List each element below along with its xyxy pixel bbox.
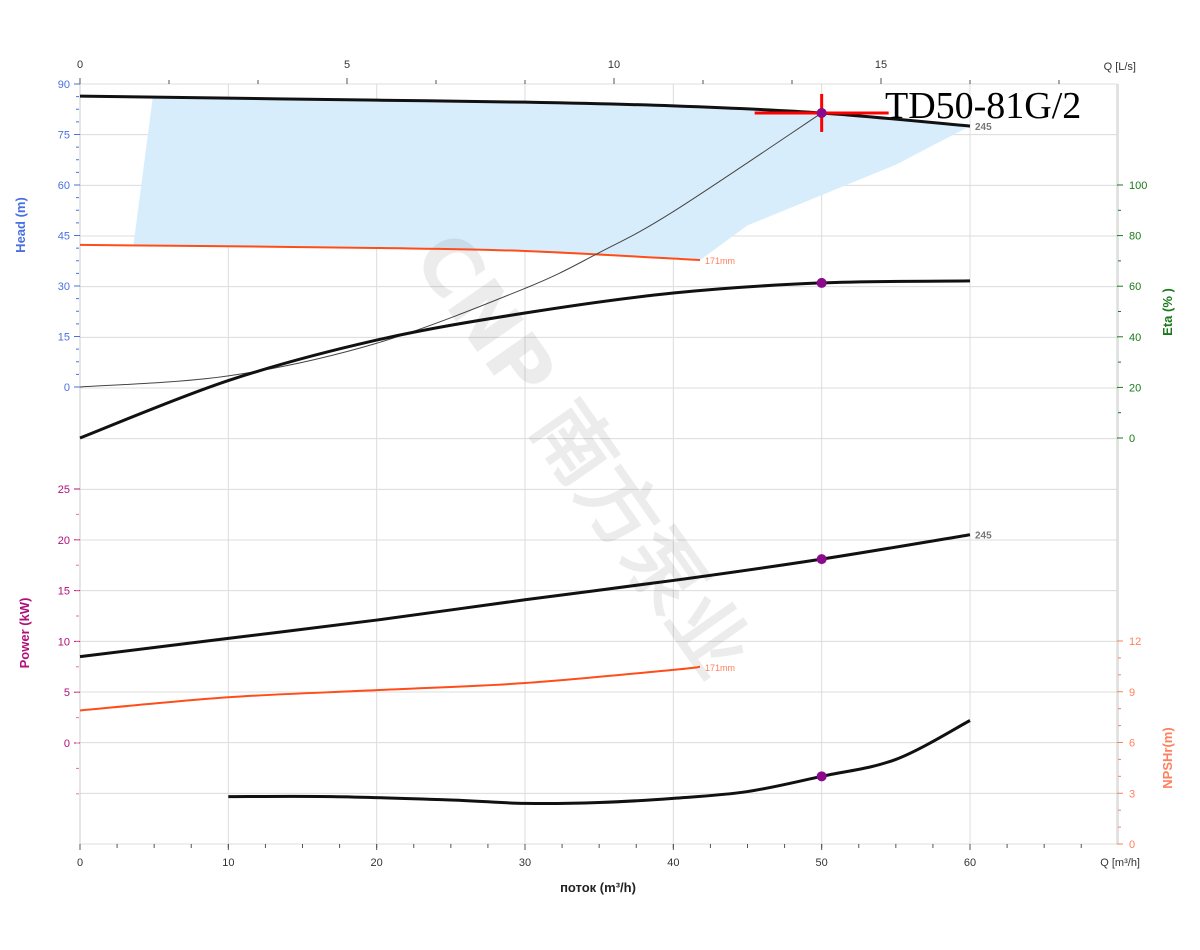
chart-title: TD50-81G/2 (885, 85, 1081, 127)
eta-tick-label: 0 (1129, 433, 1135, 445)
x-tick-label: 40 (667, 857, 679, 869)
curve-label: 245 (975, 122, 992, 133)
head-axis-label: Head (m) (13, 197, 28, 253)
x-tick-label: 20 (371, 857, 383, 869)
operating-point-head (816, 107, 827, 118)
power-tick-label: 5 (64, 687, 70, 699)
operating-region (133, 97, 970, 261)
head-curve (79, 112, 822, 388)
x-top-tick-label: 15 (875, 59, 887, 71)
npsh-tick-label: 0 (1129, 839, 1135, 851)
head-tick-label: 0 (64, 382, 70, 394)
npsh-tick-label: 6 (1129, 738, 1135, 750)
x-tick-label: 10 (222, 857, 234, 869)
x-unit-label: Q [m³/h] (1100, 857, 1140, 869)
operating-point-eta (816, 277, 827, 288)
power-tick-label: 15 (58, 586, 70, 598)
head-tick-label: 60 (58, 180, 70, 192)
curve-label: 245 (975, 531, 992, 542)
npsh-tick-label: 12 (1129, 636, 1141, 648)
eta-tick-label: 60 (1129, 281, 1141, 293)
curve-label: 171mm (705, 663, 735, 673)
npsh-tick-label: 3 (1129, 788, 1135, 800)
curve-label: 171mm (705, 256, 735, 266)
x-top-tick-label: 0 (77, 59, 83, 71)
npsh-tick-label: 9 (1129, 687, 1135, 699)
operating-point-npsh (816, 771, 827, 782)
eta-tick-label: 40 (1129, 332, 1141, 344)
power-axis-label: Power (kW) (17, 598, 32, 669)
x-tick-label: 0 (77, 857, 83, 869)
x-tick-label: 50 (816, 857, 828, 869)
eta-axis-label: Eta (% ) (1160, 288, 1175, 336)
x-top-unit-label: Q [L/s] (1104, 61, 1136, 73)
x-top-tick-label: 10 (608, 59, 620, 71)
head-tick-label: 45 (58, 231, 70, 243)
x-axis-label: поток (m³/h) (560, 880, 636, 895)
eta-tick-label: 100 (1129, 180, 1147, 192)
head-tick-label: 30 (58, 281, 70, 293)
head-curve-171mm (79, 243, 701, 262)
power-tick-label: 20 (58, 535, 70, 547)
x-tick-label: 30 (519, 857, 531, 869)
head-tick-label: 75 (58, 130, 70, 142)
head-tick-label: 15 (58, 332, 70, 344)
npsh-curve (228, 719, 971, 806)
x-top-tick-label: 5 (344, 59, 350, 71)
operating-point-power (816, 554, 827, 565)
power-tick-label: 25 (58, 484, 70, 496)
power-tick-label: 0 (64, 738, 70, 750)
eta-tick-label: 20 (1129, 382, 1141, 394)
x-tick-label: 60 (964, 857, 976, 869)
power-tick-label: 10 (58, 636, 70, 648)
head-tick-label: 90 (58, 79, 70, 91)
npsh-axis-label: NPSHr(m) (1160, 727, 1175, 788)
eta-tick-label: 80 (1129, 231, 1141, 243)
power-curve-171mm (79, 665, 701, 712)
